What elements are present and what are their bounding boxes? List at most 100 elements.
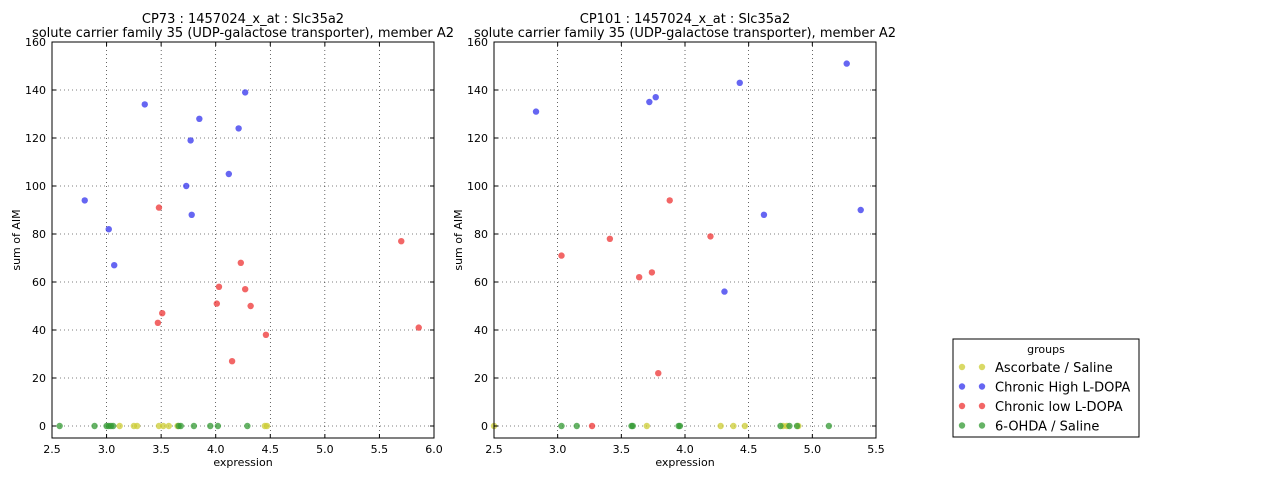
y-tick-label: 40 [32, 324, 46, 337]
point-chronic-high-l-dopa [183, 182, 190, 190]
point-chronic-low-l-dopa [159, 310, 166, 317]
point-chronic-low-l-dopa [237, 259, 245, 266]
y-tick-label: 60 [474, 276, 488, 289]
point-6-ohda-saline [558, 422, 565, 430]
point-6-ohda-saline [629, 422, 636, 430]
point-chronic-high-l-dopa [187, 137, 194, 144]
point-chronic-low-l-dopa [606, 235, 614, 242]
x-axis-label: expression [213, 456, 272, 469]
y-tick-label: 160 [467, 36, 488, 49]
point-ascorbate-saline [116, 422, 123, 430]
point-chronic-low-l-dopa [154, 319, 162, 326]
point-chronic-low-l-dopa [655, 370, 662, 377]
y-tick-label: 0 [39, 420, 46, 433]
legend-marker [978, 422, 986, 429]
point-chronic-low-l-dopa [648, 269, 656, 276]
y-tick-label: 120 [467, 132, 488, 145]
legend-label: Ascorbate / Saline [995, 361, 1113, 376]
point-chronic-low-l-dopa [213, 300, 221, 307]
point-6-ohda-saline [207, 422, 214, 430]
point-chronic-low-l-dopa [398, 238, 405, 245]
x-tick-label: 2.5 [43, 443, 61, 456]
chart-title: CP101 : 1457024_x_at : Slc35a2 [580, 12, 790, 27]
chart-cp73: CP73 : 1457024_x_at : Slc35a2 solute car… [10, 12, 454, 469]
point-ascorbate-saline [165, 422, 172, 430]
grid [493, 41, 877, 438]
x-tick-label: 3.5 [152, 443, 170, 456]
point-6-ohda-saline [190, 422, 198, 430]
y-tick-label: 120 [25, 132, 46, 145]
legend-marker [978, 383, 986, 390]
point-chronic-high-l-dopa [736, 79, 743, 87]
point-chronic-low-l-dopa [247, 302, 254, 310]
point-chronic-low-l-dopa [155, 204, 163, 211]
point-ascorbate-saline [717, 422, 724, 430]
point-6-ohda-saline [109, 422, 117, 430]
point-chronic-high-l-dopa [857, 206, 864, 214]
data-points [56, 89, 422, 430]
point-6-ohda-saline [244, 422, 251, 430]
point-chronic-high-l-dopa [652, 94, 659, 101]
x-tick-label: 3.0 [549, 443, 567, 456]
data-points [490, 60, 864, 430]
y-axis-label: sum of AIM [452, 209, 465, 270]
point-chronic-high-l-dopa [646, 98, 653, 106]
point-ascorbate-saline [741, 422, 749, 430]
legend-marker [958, 402, 966, 410]
x-tick-label: 5.5 [371, 443, 389, 456]
x-tick-label: 2.5 [485, 443, 503, 456]
point-chronic-low-l-dopa [262, 331, 270, 338]
x-tick-label: 5.5 [867, 443, 885, 456]
y-tick-label: 100 [467, 180, 488, 193]
axis-ticks: 2.5 3.0 3.5 4.0 4.5 5.0 5.5 6.0 0 20 40 60 80 100 120 1… [25, 36, 443, 456]
grid [51, 41, 435, 438]
point-chronic-high-l-dopa [721, 288, 728, 295]
point-chronic-high-l-dopa [843, 60, 850, 67]
point-chronic-low-l-dopa [666, 197, 673, 204]
point-chronic-high-l-dopa [225, 170, 233, 178]
y-tick-label: 60 [32, 276, 46, 289]
chart-subtitle: solute carrier family 35 (UDP-galactose … [32, 26, 454, 41]
point-chronic-high-l-dopa [111, 262, 118, 269]
axis-ticks: 2.5 3.0 3.5 4.0 4.5 5.0 5.5 0 20 40 60 80 100 120 140 1… [467, 36, 885, 456]
point-chronic-high-l-dopa [105, 226, 112, 233]
plot-frame [51, 41, 435, 439]
legend-marker [958, 383, 966, 390]
point-ascorbate-saline [643, 422, 650, 430]
y-tick-label: 140 [25, 84, 46, 97]
x-tick-label: 4.5 [262, 443, 280, 456]
point-chronic-high-l-dopa [760, 211, 768, 218]
y-tick-label: 80 [32, 228, 46, 241]
point-6-ohda-saline [786, 422, 793, 430]
x-tick-label: 4.0 [207, 443, 225, 456]
point-chronic-low-l-dopa [215, 283, 223, 290]
point-chronic-high-l-dopa [188, 211, 195, 218]
legend-label: Chronic High L-DOPA [995, 381, 1130, 396]
point-chronic-high-l-dopa [196, 115, 203, 123]
point-chronic-high-l-dopa [241, 89, 249, 96]
point-chronic-high-l-dopa [235, 125, 242, 132]
point-chronic-low-l-dopa [588, 422, 596, 430]
y-tick-label: 100 [25, 180, 46, 193]
legend-marker [978, 402, 986, 410]
point-ascorbate-saline [133, 422, 141, 430]
point-chronic-low-l-dopa [635, 274, 643, 281]
legend: groups Ascorbate / Saline Chronic High L-… [952, 338, 1140, 438]
point-6-ohda-saline [214, 422, 222, 430]
point-chronic-low-l-dopa [228, 358, 236, 365]
point-ascorbate-saline [730, 422, 737, 430]
legend-entries: Ascorbate / Saline Chronic High L-DOPA Chr… [958, 361, 1130, 435]
point-6-ohda-saline [777, 422, 784, 430]
x-axis-label: expression [655, 456, 714, 469]
point-chronic-high-l-dopa [81, 197, 88, 204]
legend-marker [978, 363, 986, 371]
point-6-ohda-saline [56, 422, 63, 430]
chart-title: CP73 : 1457024_x_at : Slc35a2 [142, 12, 344, 27]
legend-marker [958, 363, 966, 371]
point-chronic-low-l-dopa [415, 324, 422, 331]
point-6-ohda-saline [793, 422, 801, 430]
y-tick-label: 40 [474, 324, 488, 337]
point-6-ohda-saline [825, 422, 833, 430]
y-tick-label: 20 [474, 372, 488, 385]
